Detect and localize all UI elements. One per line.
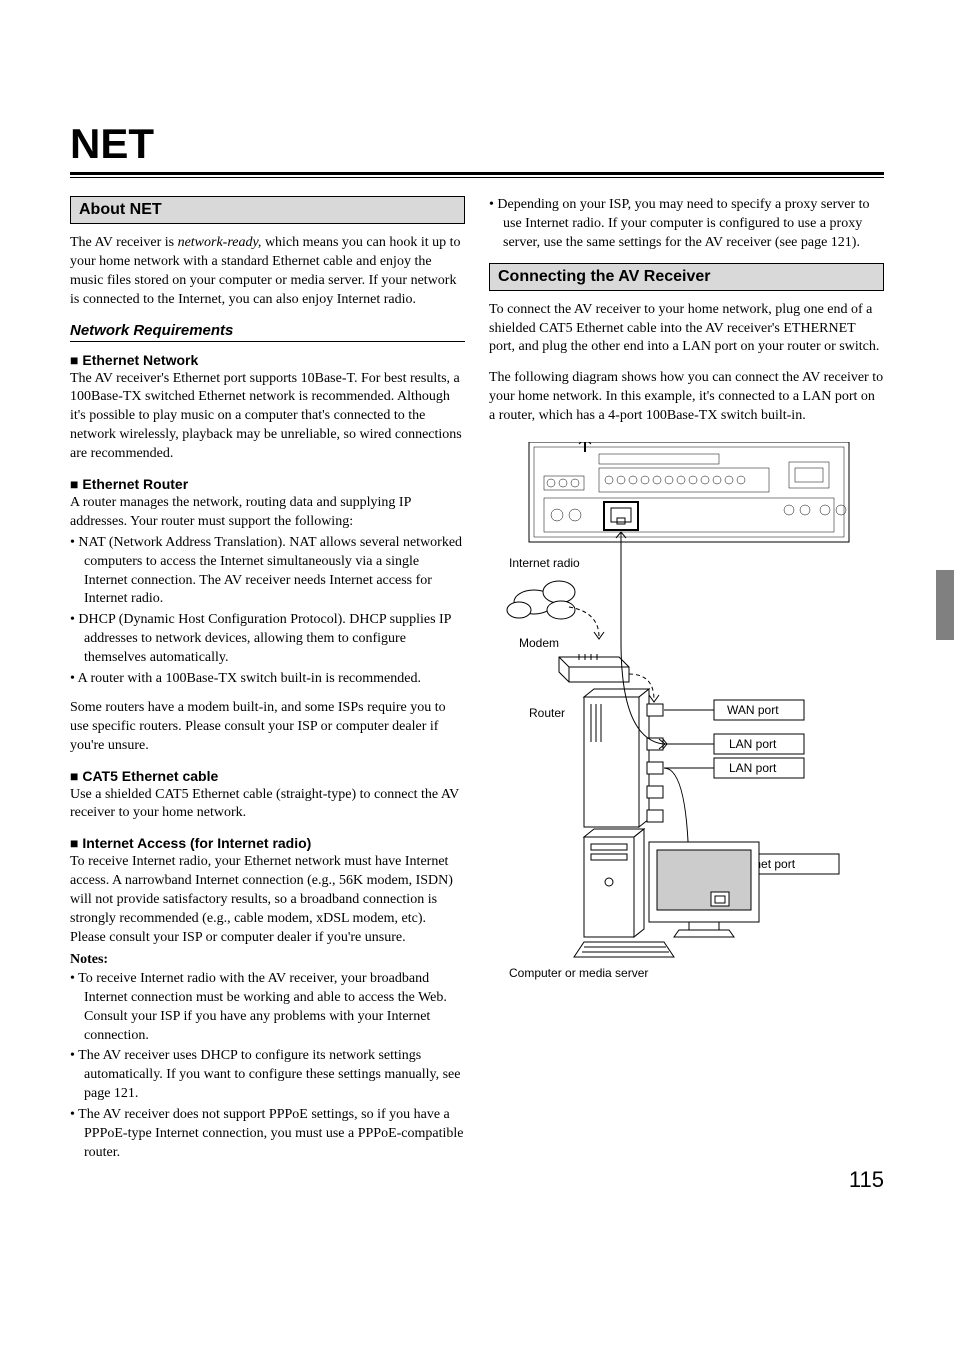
page-number: 115 [849,1167,884,1193]
internet-access-heading: Internet Access (for Internet radio) [70,835,465,851]
list-item: Depending on your ISP, you may need to s… [489,196,884,253]
notes-list: To receive Internet radio with the AV re… [70,970,465,1163]
subheading-rule [70,341,465,342]
ethernet-router-paragraph: A router manages the network, routing da… [70,494,465,532]
ethernet-network-heading: Ethernet Network [70,352,465,368]
label-lan-port-2: LAN port [729,761,777,775]
connection-diagram: Internet radio Modem [489,442,884,980]
router-after-paragraph: Some routers have a modem built-in, and … [70,699,465,756]
label-lan-port-1: LAN port [729,737,777,751]
label-wan-port: WAN port [727,703,779,717]
section-about-net: About NET [70,196,465,224]
list-item: DHCP (Dynamic Host Configuration Protoco… [70,611,465,668]
right-column: Depending on your ISP, you may need to s… [489,196,884,1173]
left-column: About NET The AV receiver is network-rea… [70,196,465,1173]
top-right-bullet: Depending on your ISP, you may need to s… [489,196,884,253]
internet-access-paragraph: To receive Internet radio, your Ethernet… [70,853,465,947]
cat5-heading: CAT5 Ethernet cable [70,768,465,784]
intro-paragraph: The AV receiver is network-ready, which … [70,234,465,310]
list-item: To receive Internet radio with the AV re… [70,970,465,1046]
title-rule-thin [70,177,884,178]
label-router: Router [529,706,565,720]
side-tab [936,570,954,640]
router-requirements-list: NAT (Network Address Translation). NAT a… [70,534,465,689]
connecting-p2: The following diagram shows how you can … [489,369,884,426]
list-item: A router with a 100Base-TX switch built-… [70,670,465,689]
label-modem: Modem [519,636,559,650]
label-internet-radio: Internet radio [509,556,580,570]
notes-label: Notes: [70,952,465,968]
two-column-layout: About NET The AV receiver is network-rea… [70,196,884,1173]
network-requirements-heading: Network Requirements [70,322,465,339]
connecting-p1: To connect the AV receiver to your home … [489,301,884,358]
list-item: The AV receiver does not support PPPoE s… [70,1106,465,1163]
ethernet-router-heading: Ethernet Router [70,476,465,492]
list-item: NAT (Network Address Translation). NAT a… [70,534,465,610]
diagram-svg: Internet radio Modem [489,442,879,962]
title-rule-thick [70,172,884,175]
section-connecting: Connecting the AV Receiver [489,263,884,291]
page-title: NET [70,120,884,168]
cat5-paragraph: Use a shielded CAT5 Ethernet cable (stra… [70,786,465,824]
list-item: The AV receiver uses DHCP to configure i… [70,1047,465,1104]
ethernet-network-paragraph: The AV receiver's Ethernet port supports… [70,370,465,464]
diagram-caption: Computer or media server [509,966,884,980]
